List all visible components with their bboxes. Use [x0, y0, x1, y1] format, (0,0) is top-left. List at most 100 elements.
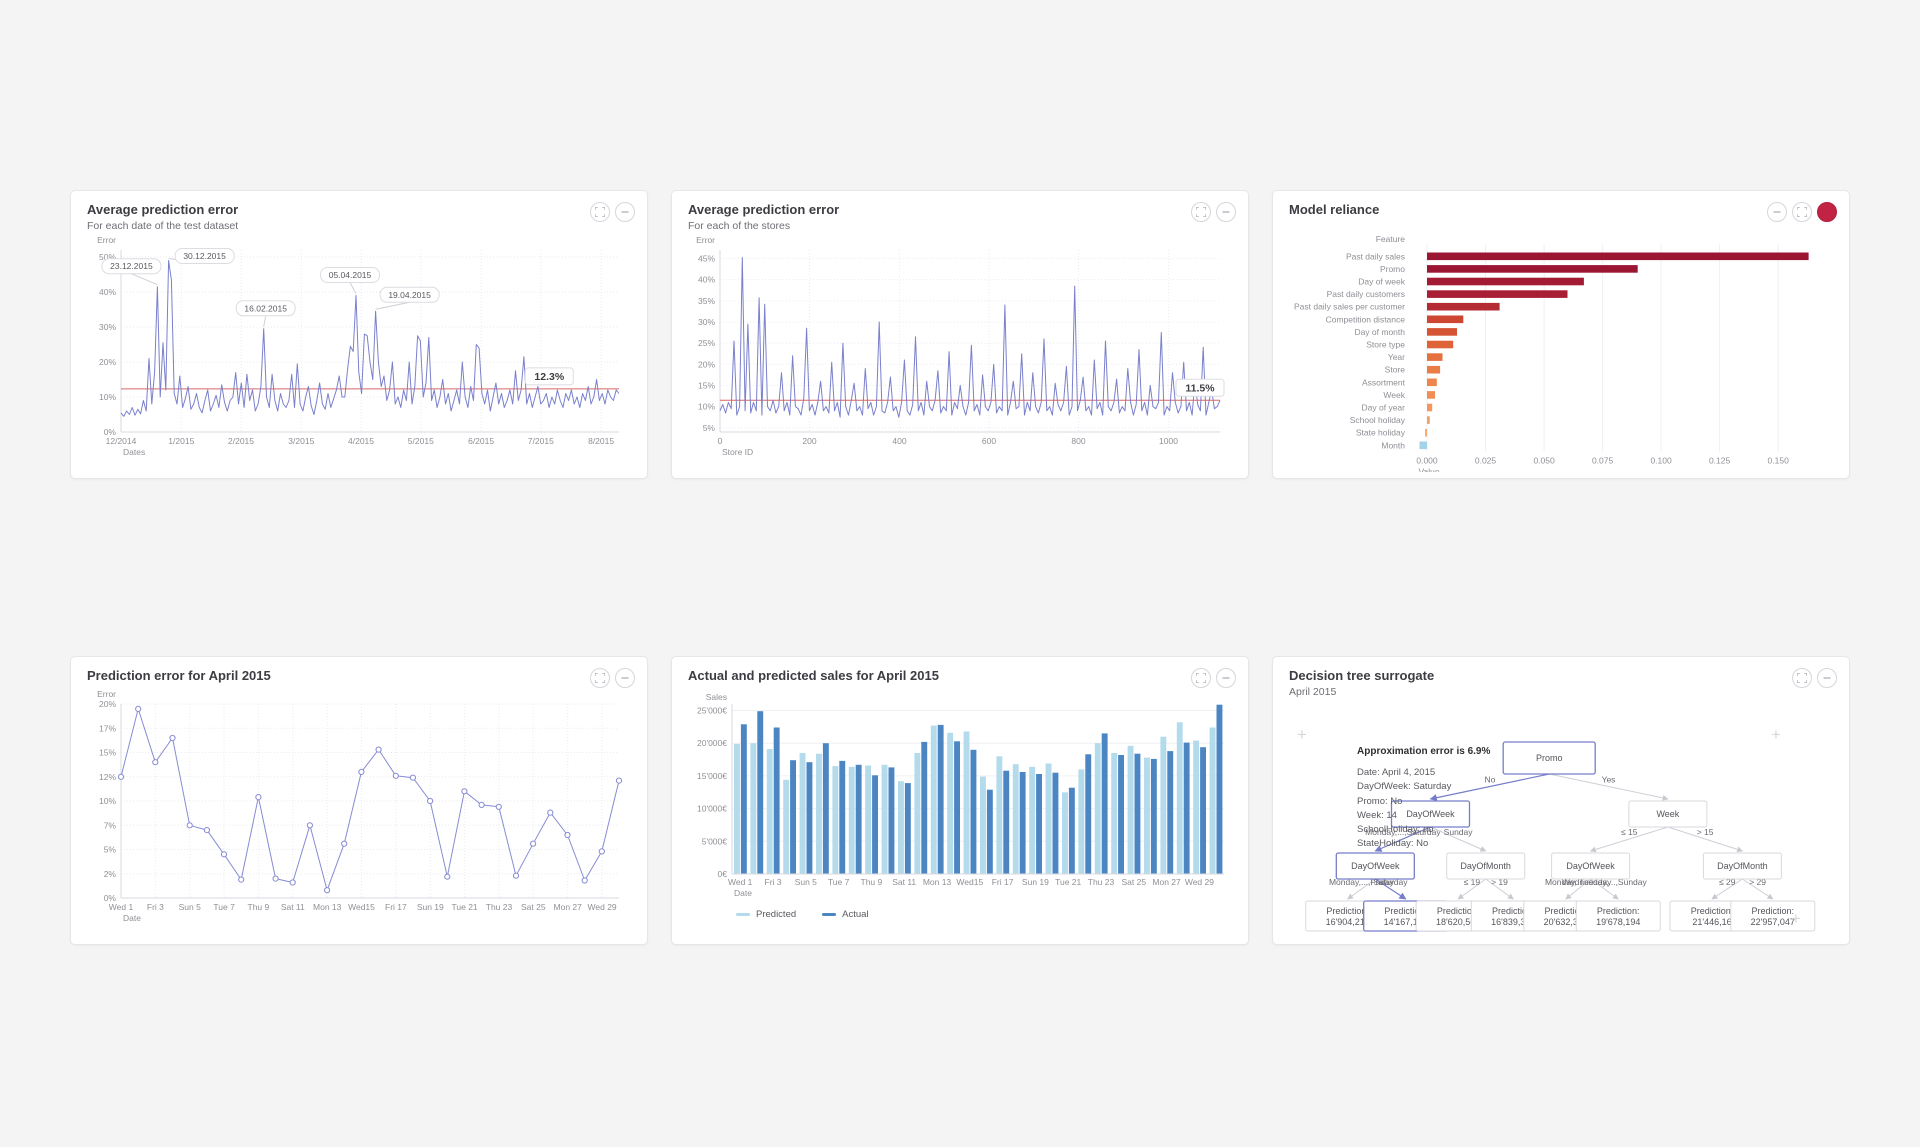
svg-text:Sun 19: Sun 19: [1022, 877, 1049, 887]
svg-text:30%: 30%: [698, 317, 715, 327]
svg-text:16'904,216: 16'904,216: [1326, 917, 1370, 927]
collapse-icon[interactable]: [1767, 202, 1787, 222]
svg-text:Prediction:: Prediction:: [1752, 906, 1795, 916]
card-april-sales: Actual and predicted sales for April 201…: [671, 656, 1249, 945]
svg-text:0.000: 0.000: [1416, 456, 1438, 466]
svg-text:Date: Date: [123, 913, 141, 923]
actual-swatch: [822, 913, 837, 916]
svg-text:19.04.2015: 19.04.2015: [388, 290, 431, 300]
svg-text:30%: 30%: [99, 322, 116, 332]
svg-text:Saturday: Saturday: [1373, 877, 1408, 887]
svg-text:Sun 19: Sun 19: [417, 902, 444, 912]
svg-text:Fri 3: Fri 3: [765, 877, 782, 887]
svg-text:DayOfWeek: DayOfWeek: [1406, 809, 1455, 819]
decision-tree-canvas[interactable]: No Yes Monday,...,Saturday Sunday ≤ 15 > 15 Mo…: [1287, 700, 1839, 934]
svg-text:Mon 13: Mon 13: [313, 902, 342, 912]
svg-text:Value: Value: [1418, 467, 1439, 472]
svg-text:50%: 50%: [99, 252, 116, 262]
svg-text:30.12.2015: 30.12.2015: [183, 251, 226, 261]
info-line: SchoolHoliday: no: [1357, 824, 1434, 835]
collapse-icon[interactable]: [1817, 668, 1837, 688]
svg-text:Tue 7: Tue 7: [828, 877, 850, 887]
svg-text:20%: 20%: [99, 699, 116, 709]
svg-text:Sat 11: Sat 11: [281, 902, 305, 912]
predicted-swatch: [736, 913, 750, 916]
card-title: Average prediction error: [87, 202, 239, 217]
expand-icon[interactable]: [1191, 668, 1211, 688]
svg-text:Month: Month: [1381, 440, 1405, 450]
expand-icon[interactable]: [1792, 668, 1812, 688]
svg-text:Past daily sales: Past daily sales: [1346, 251, 1405, 261]
plus-icon: +: [1297, 725, 1307, 744]
svg-text:DayOfMonth: DayOfMonth: [1460, 861, 1511, 871]
expand-icon[interactable]: [1792, 202, 1812, 222]
card-header: Model reliance: [1273, 191, 1849, 222]
svg-text:15%: 15%: [698, 380, 715, 390]
svg-text:23.12.2015: 23.12.2015: [110, 261, 153, 271]
svg-text:Day of month: Day of month: [1354, 327, 1405, 337]
svg-text:35%: 35%: [698, 296, 715, 306]
svg-text:Tue 7: Tue 7: [213, 902, 235, 912]
svg-text:Day of week: Day of week: [1358, 277, 1406, 287]
svg-text:0.075: 0.075: [1592, 456, 1614, 466]
svg-text:400: 400: [892, 436, 906, 446]
svg-text:≤ 19: ≤ 19: [1464, 877, 1481, 887]
collapse-icon[interactable]: [1216, 202, 1236, 222]
collapse-icon[interactable]: [615, 668, 635, 688]
red-dot-icon[interactable]: [1817, 202, 1837, 222]
collapse-icon[interactable]: [1216, 668, 1236, 688]
svg-text:Past daily sales per customer: Past daily sales per customer: [1294, 302, 1405, 312]
svg-text:17%: 17%: [99, 723, 116, 733]
svg-text:3/2015: 3/2015: [288, 436, 314, 446]
card-header: Prediction error for April 2015: [71, 657, 647, 688]
card-header: Average prediction error For each date o…: [71, 191, 647, 232]
error-by-date-line-chart[interactable]: 0% 10% 20% 30% 40% 50% 12/2014 1/2015 2/2015 3/20…: [85, 234, 633, 462]
svg-text:Date: Date: [734, 888, 752, 898]
svg-text:25%: 25%: [698, 338, 715, 348]
card-title: Decision tree surrogate: [1289, 668, 1435, 683]
expand-icon[interactable]: [590, 202, 610, 222]
legend-item-actual[interactable]: Actual: [822, 909, 869, 920]
svg-text:0.100: 0.100: [1650, 456, 1672, 466]
svg-text:16'839,364: 16'839,364: [1491, 917, 1535, 927]
svg-text:≤ 15: ≤ 15: [1621, 827, 1638, 837]
svg-text:5%: 5%: [104, 845, 117, 855]
model-reliance-bar-chart[interactable]: 0.000 0.025 0.050 0.075 0.100 0.125 0.150 Featu…: [1287, 224, 1839, 477]
svg-text:Wed 1: Wed 1: [728, 877, 753, 887]
chart-legend: Predicted Actual: [686, 905, 1236, 920]
svg-text:Sun 5: Sun 5: [795, 877, 817, 887]
april-sales-bar-chart[interactable]: 0€ 5'000€ 10'000€ 15'000€ 20'000€ 25'000€ Sale…: [686, 690, 1234, 900]
plus-icon: +: [1791, 909, 1801, 928]
svg-text:7%: 7%: [104, 820, 117, 830]
svg-text:Week: Week: [1383, 390, 1405, 400]
svg-text:10'000€: 10'000€: [697, 804, 727, 814]
info-line: StateHoliday: No: [1357, 838, 1429, 850]
card-title: Actual and predicted sales for April 201…: [688, 668, 939, 683]
legend-label: Actual: [842, 909, 869, 920]
card-title: Model reliance: [1289, 202, 1380, 217]
april-error-line-chart[interactable]: 0% 2% 5% 7% 10% 12% 15% 17% 20% Wed 1 Fri 3 Sun 5 Tu…: [85, 689, 633, 928]
legend-item-predicted[interactable]: Predicted: [736, 909, 796, 920]
svg-text:Year: Year: [1388, 352, 1405, 362]
expand-icon[interactable]: [590, 668, 610, 688]
svg-text:5'000€: 5'000€: [702, 836, 728, 846]
expand-icon[interactable]: [1191, 202, 1211, 222]
svg-text:Sat 11: Sat 11: [892, 877, 916, 887]
info-line: Week: 14: [1357, 809, 1397, 821]
svg-text:Wed 29: Wed 29: [1185, 877, 1214, 887]
svg-text:12.3%: 12.3%: [534, 371, 564, 383]
svg-text:Fri 17: Fri 17: [992, 877, 1014, 887]
svg-text:05.04.2015: 05.04.2015: [329, 270, 372, 280]
card-header: Actual and predicted sales for April 201…: [672, 657, 1248, 688]
svg-text:8/2015: 8/2015: [588, 436, 614, 446]
svg-text:Thu 9: Thu 9: [861, 877, 883, 887]
svg-text:4/2015: 4/2015: [348, 436, 374, 446]
svg-text:11.5%: 11.5%: [1185, 382, 1215, 394]
svg-text:Feature: Feature: [1376, 234, 1406, 244]
svg-text:0.150: 0.150: [1768, 456, 1790, 466]
svg-text:Thu 9: Thu 9: [248, 902, 270, 912]
svg-text:5/2015: 5/2015: [408, 436, 434, 446]
svg-text:Monday,...,Saturday: Monday,...,Saturday: [1365, 827, 1441, 837]
error-by-store-line-chart[interactable]: 5% 10% 15% 20% 25% 30% 35% 40% 45% 0 200 400 600 800 1…: [686, 234, 1234, 462]
collapse-icon[interactable]: [615, 202, 635, 222]
